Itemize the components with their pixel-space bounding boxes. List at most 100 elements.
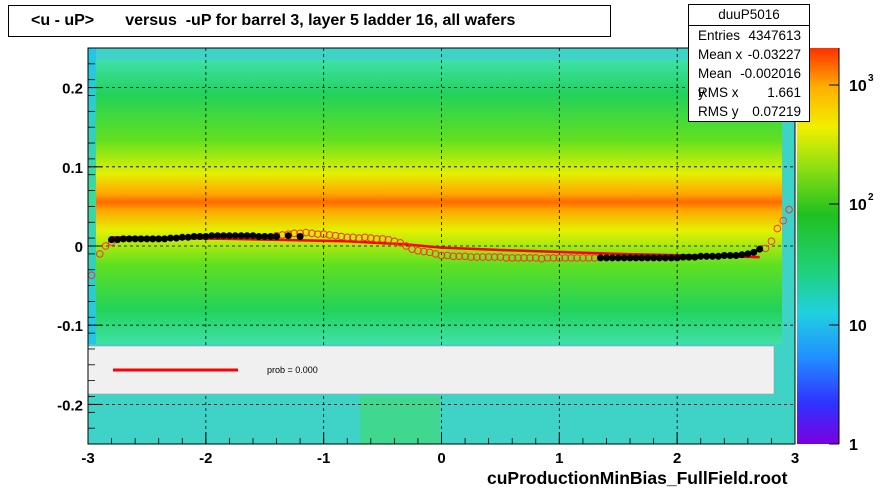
profile-open-point <box>396 239 405 247</box>
x-tick-label: -3 <box>81 450 94 467</box>
profile-filled-point <box>750 248 758 256</box>
profile-filled-point <box>638 254 646 262</box>
profile-filled-point <box>155 235 163 243</box>
profile-open-markers <box>87 205 793 280</box>
profile-filled-point <box>149 235 157 243</box>
profile-open-point <box>514 254 522 262</box>
profile-filled-point <box>614 254 622 262</box>
profile-filled-point <box>296 232 304 240</box>
profile-open-point <box>785 205 793 214</box>
profile-open-point <box>349 233 357 242</box>
profile-open-point <box>484 253 493 261</box>
y-tick-label: 0.2 <box>62 81 83 98</box>
profile-open-point <box>526 254 534 262</box>
profile-open-point <box>331 231 340 240</box>
stats-label: Mean y <box>698 66 732 100</box>
profile-open-point <box>531 254 540 262</box>
profile-open-point <box>579 254 587 262</box>
profile-open-point <box>473 253 481 261</box>
profile-open-point <box>355 234 363 242</box>
profile-filled-point <box>202 232 210 240</box>
profile-open-point <box>443 251 452 260</box>
stats-label: RMS x <box>698 85 739 100</box>
heatmap-lower-glow <box>360 396 440 444</box>
stats-box: duuP5016 Entries 4347613 Mean x -0.03227… <box>688 4 810 122</box>
profile-filled-point <box>267 232 275 240</box>
palette-tick-exponent: 3 <box>868 73 874 84</box>
y-tick-label: -0.2 <box>57 397 83 414</box>
profile-filled-point <box>172 234 180 242</box>
profile-filled-point <box>143 235 151 243</box>
profile-open-point <box>520 254 528 262</box>
profile-filled-point <box>703 252 711 260</box>
profile-open-point <box>461 252 469 261</box>
palette-tick-exponent: 2 <box>868 192 874 203</box>
stats-value: 1.661 <box>767 85 801 100</box>
profile-filled-point <box>166 234 174 242</box>
y-tick-label: 0 <box>75 239 83 256</box>
profile-open-point <box>437 251 446 260</box>
profile-filled-point <box>225 232 233 240</box>
profile-filled-point <box>190 232 198 240</box>
profile-open-point <box>95 250 104 258</box>
profile-open-point <box>414 246 422 255</box>
profile-open-point <box>343 233 352 242</box>
profile-filled-point <box>661 254 669 262</box>
profile-filled-point <box>632 254 640 262</box>
profile-open-point <box>101 242 110 250</box>
profile-filled-point <box>709 252 717 260</box>
profile-filled-point <box>113 236 121 244</box>
profile-open-point <box>361 233 369 242</box>
profile-open-point <box>584 254 593 262</box>
profile-open-point <box>402 242 410 250</box>
profile-filled-point <box>208 232 216 240</box>
profile-filled-markers <box>108 232 764 262</box>
profile-open-point <box>549 254 558 262</box>
y-tick-label: 0.1 <box>62 160 83 177</box>
palette-tick-label: 10 <box>849 78 867 95</box>
profile-open-point <box>378 235 387 243</box>
profile-filled-point <box>231 232 239 240</box>
x-tick-label: 0 <box>437 450 445 467</box>
profile-filled-point <box>220 232 228 240</box>
legend-box: prob = 0.000 <box>87 345 775 395</box>
axes: -3 -2 -1 0 1 2 3 -0.2 -0.1 0 0.1 0.2 <box>57 47 799 467</box>
palette-tick-label: 1 <box>849 437 858 454</box>
profile-open-point <box>455 252 463 261</box>
profile-filled-point <box>744 250 752 258</box>
profile-filled-point <box>273 232 281 240</box>
profile-open-point <box>325 231 334 239</box>
stats-name: duuP5016 <box>689 5 809 26</box>
profile-filled-point <box>685 253 693 261</box>
profile-filled-point <box>667 254 675 262</box>
profile-filled-point <box>626 254 634 262</box>
palette-tick-label: 10 <box>849 318 867 335</box>
profile-filled-point <box>255 232 263 240</box>
profile-open-point <box>319 230 328 238</box>
profile-open-point <box>372 235 381 243</box>
profile-filled-point <box>119 235 127 243</box>
profile-filled-point <box>673 254 681 262</box>
profile-filled-point <box>125 235 133 243</box>
profile-filled-point <box>243 232 251 240</box>
profile-filled-point <box>620 254 628 262</box>
profile-open-point <box>449 252 458 261</box>
profile-open-point <box>508 254 517 262</box>
profile-filled-point <box>732 252 740 260</box>
x-tick-label: 1 <box>555 450 563 467</box>
fit-line <box>111 236 760 259</box>
profile-filled-point <box>608 254 616 262</box>
profile-filled-point <box>261 232 269 240</box>
grid <box>88 48 795 444</box>
profile-open-point <box>496 253 505 261</box>
stats-label: Entries <box>698 28 741 43</box>
profile-filled-point <box>697 252 705 260</box>
x-tick-label: 2 <box>673 450 681 467</box>
profile-filled-point <box>137 235 145 243</box>
fit-line-group <box>111 236 760 259</box>
stats-value: 4347613 <box>748 28 801 43</box>
profile-filled-point <box>161 235 169 243</box>
stats-value: 0.07219 <box>752 104 801 119</box>
profile-open-point <box>537 254 546 263</box>
